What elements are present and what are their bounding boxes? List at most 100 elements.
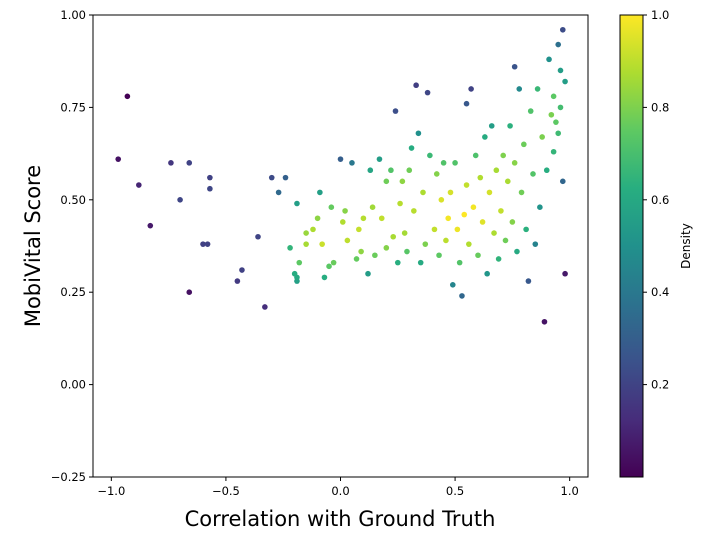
scatter-point (422, 241, 429, 247)
scatter-point (207, 174, 213, 181)
scatter-point (330, 259, 337, 266)
scatter-point (479, 219, 486, 225)
scatter-point (456, 259, 463, 266)
scatter-point (527, 108, 534, 114)
scatter-point (294, 200, 300, 207)
scatter-point (550, 148, 557, 155)
scatter-point (530, 171, 536, 177)
scatter-point (124, 93, 131, 100)
x-tick-label: 1.0 (561, 484, 579, 498)
scatter-point (319, 241, 325, 247)
colorbar-tick-label: 0.4 (651, 285, 669, 299)
scatter-point (488, 123, 495, 129)
scatter-point (482, 134, 488, 140)
scatter-point (541, 318, 548, 325)
scatter-point (518, 189, 525, 196)
scatter-point (337, 156, 344, 162)
scatter-point (486, 189, 493, 196)
scatter-point (360, 215, 367, 222)
scatter-point (317, 189, 323, 196)
x-tick-label: 0.5 (446, 484, 464, 498)
scatter-point (411, 208, 417, 214)
scatter-point (417, 259, 424, 266)
scatter-point (525, 278, 532, 284)
scatter-point (376, 156, 383, 162)
colorbar-tick-label: 0.6 (651, 193, 669, 207)
scatter-point (449, 282, 456, 288)
scatter-point (200, 241, 206, 247)
scatter-point (443, 237, 449, 244)
scatter-point (438, 197, 445, 203)
scatter-point (392, 108, 399, 114)
scatter-point (511, 160, 518, 166)
scatter-point (378, 215, 385, 222)
scatter-point (310, 226, 316, 233)
scatter-point (262, 304, 268, 310)
scatter-point (502, 237, 509, 244)
scatter-point (562, 78, 568, 85)
scatter-point (498, 208, 504, 214)
scatter-point (234, 278, 241, 284)
scatter-point (420, 189, 426, 196)
scatter-point (287, 245, 293, 251)
scatter-point (472, 152, 479, 159)
scatter-point (388, 167, 394, 174)
scatter-point (383, 245, 390, 251)
scatter-point (534, 86, 541, 92)
scatter-point (463, 182, 470, 188)
scatter-point (550, 93, 557, 100)
scatter-point (470, 204, 477, 210)
scatter-point (413, 82, 419, 89)
scatter-point (177, 197, 183, 203)
scatter-point (303, 230, 309, 236)
colorbar-tick-label: 1.0 (651, 8, 669, 22)
y-tick-label: 0.50 (60, 193, 86, 207)
scatter-point (399, 178, 406, 185)
scatter-point (523, 226, 529, 233)
scatter-point (445, 215, 452, 222)
scatter-point (477, 174, 484, 181)
scatter-point (557, 104, 564, 111)
scatter-point (495, 256, 502, 262)
colorbar-tick-label: 0.8 (651, 100, 669, 114)
scatter-point (291, 270, 298, 277)
scatter-point (136, 182, 142, 188)
scatter-point (504, 178, 511, 185)
scatter-point (356, 226, 362, 233)
scatter-point (275, 189, 282, 196)
scatter-point (500, 152, 507, 159)
scatter-point (342, 208, 348, 214)
scatter-point (321, 274, 328, 281)
scatter-point (559, 26, 566, 33)
y-tick-label: 1.00 (60, 8, 86, 22)
scatter-point (447, 189, 454, 196)
scatter-point (539, 134, 545, 140)
scatter-point (204, 241, 211, 247)
scatter-point (548, 111, 555, 118)
plot-frame (92, 14, 589, 478)
scatter-point (491, 230, 497, 236)
scatter-point (543, 167, 550, 174)
scatter-point (436, 252, 442, 259)
scatter-point (509, 219, 516, 225)
scatter-point (553, 119, 559, 125)
scatter-point (397, 200, 403, 207)
scatter-point (115, 156, 122, 162)
scatter-point (404, 248, 410, 255)
scatter-point (296, 259, 303, 266)
scatter-point (369, 204, 376, 210)
scatter-point (303, 241, 309, 247)
scatter-point (415, 130, 422, 137)
scatter-point (463, 100, 470, 107)
y-tick-label: 0.25 (60, 285, 86, 299)
scatter-point (516, 86, 523, 92)
scatter-point (168, 160, 174, 166)
scatter-point (268, 174, 275, 181)
scatter-point (401, 230, 408, 236)
scatter-point (349, 160, 355, 166)
scatter-point (186, 289, 193, 296)
scatter-point (433, 171, 440, 177)
scatter-point (390, 233, 397, 240)
scatter-point (424, 89, 431, 96)
